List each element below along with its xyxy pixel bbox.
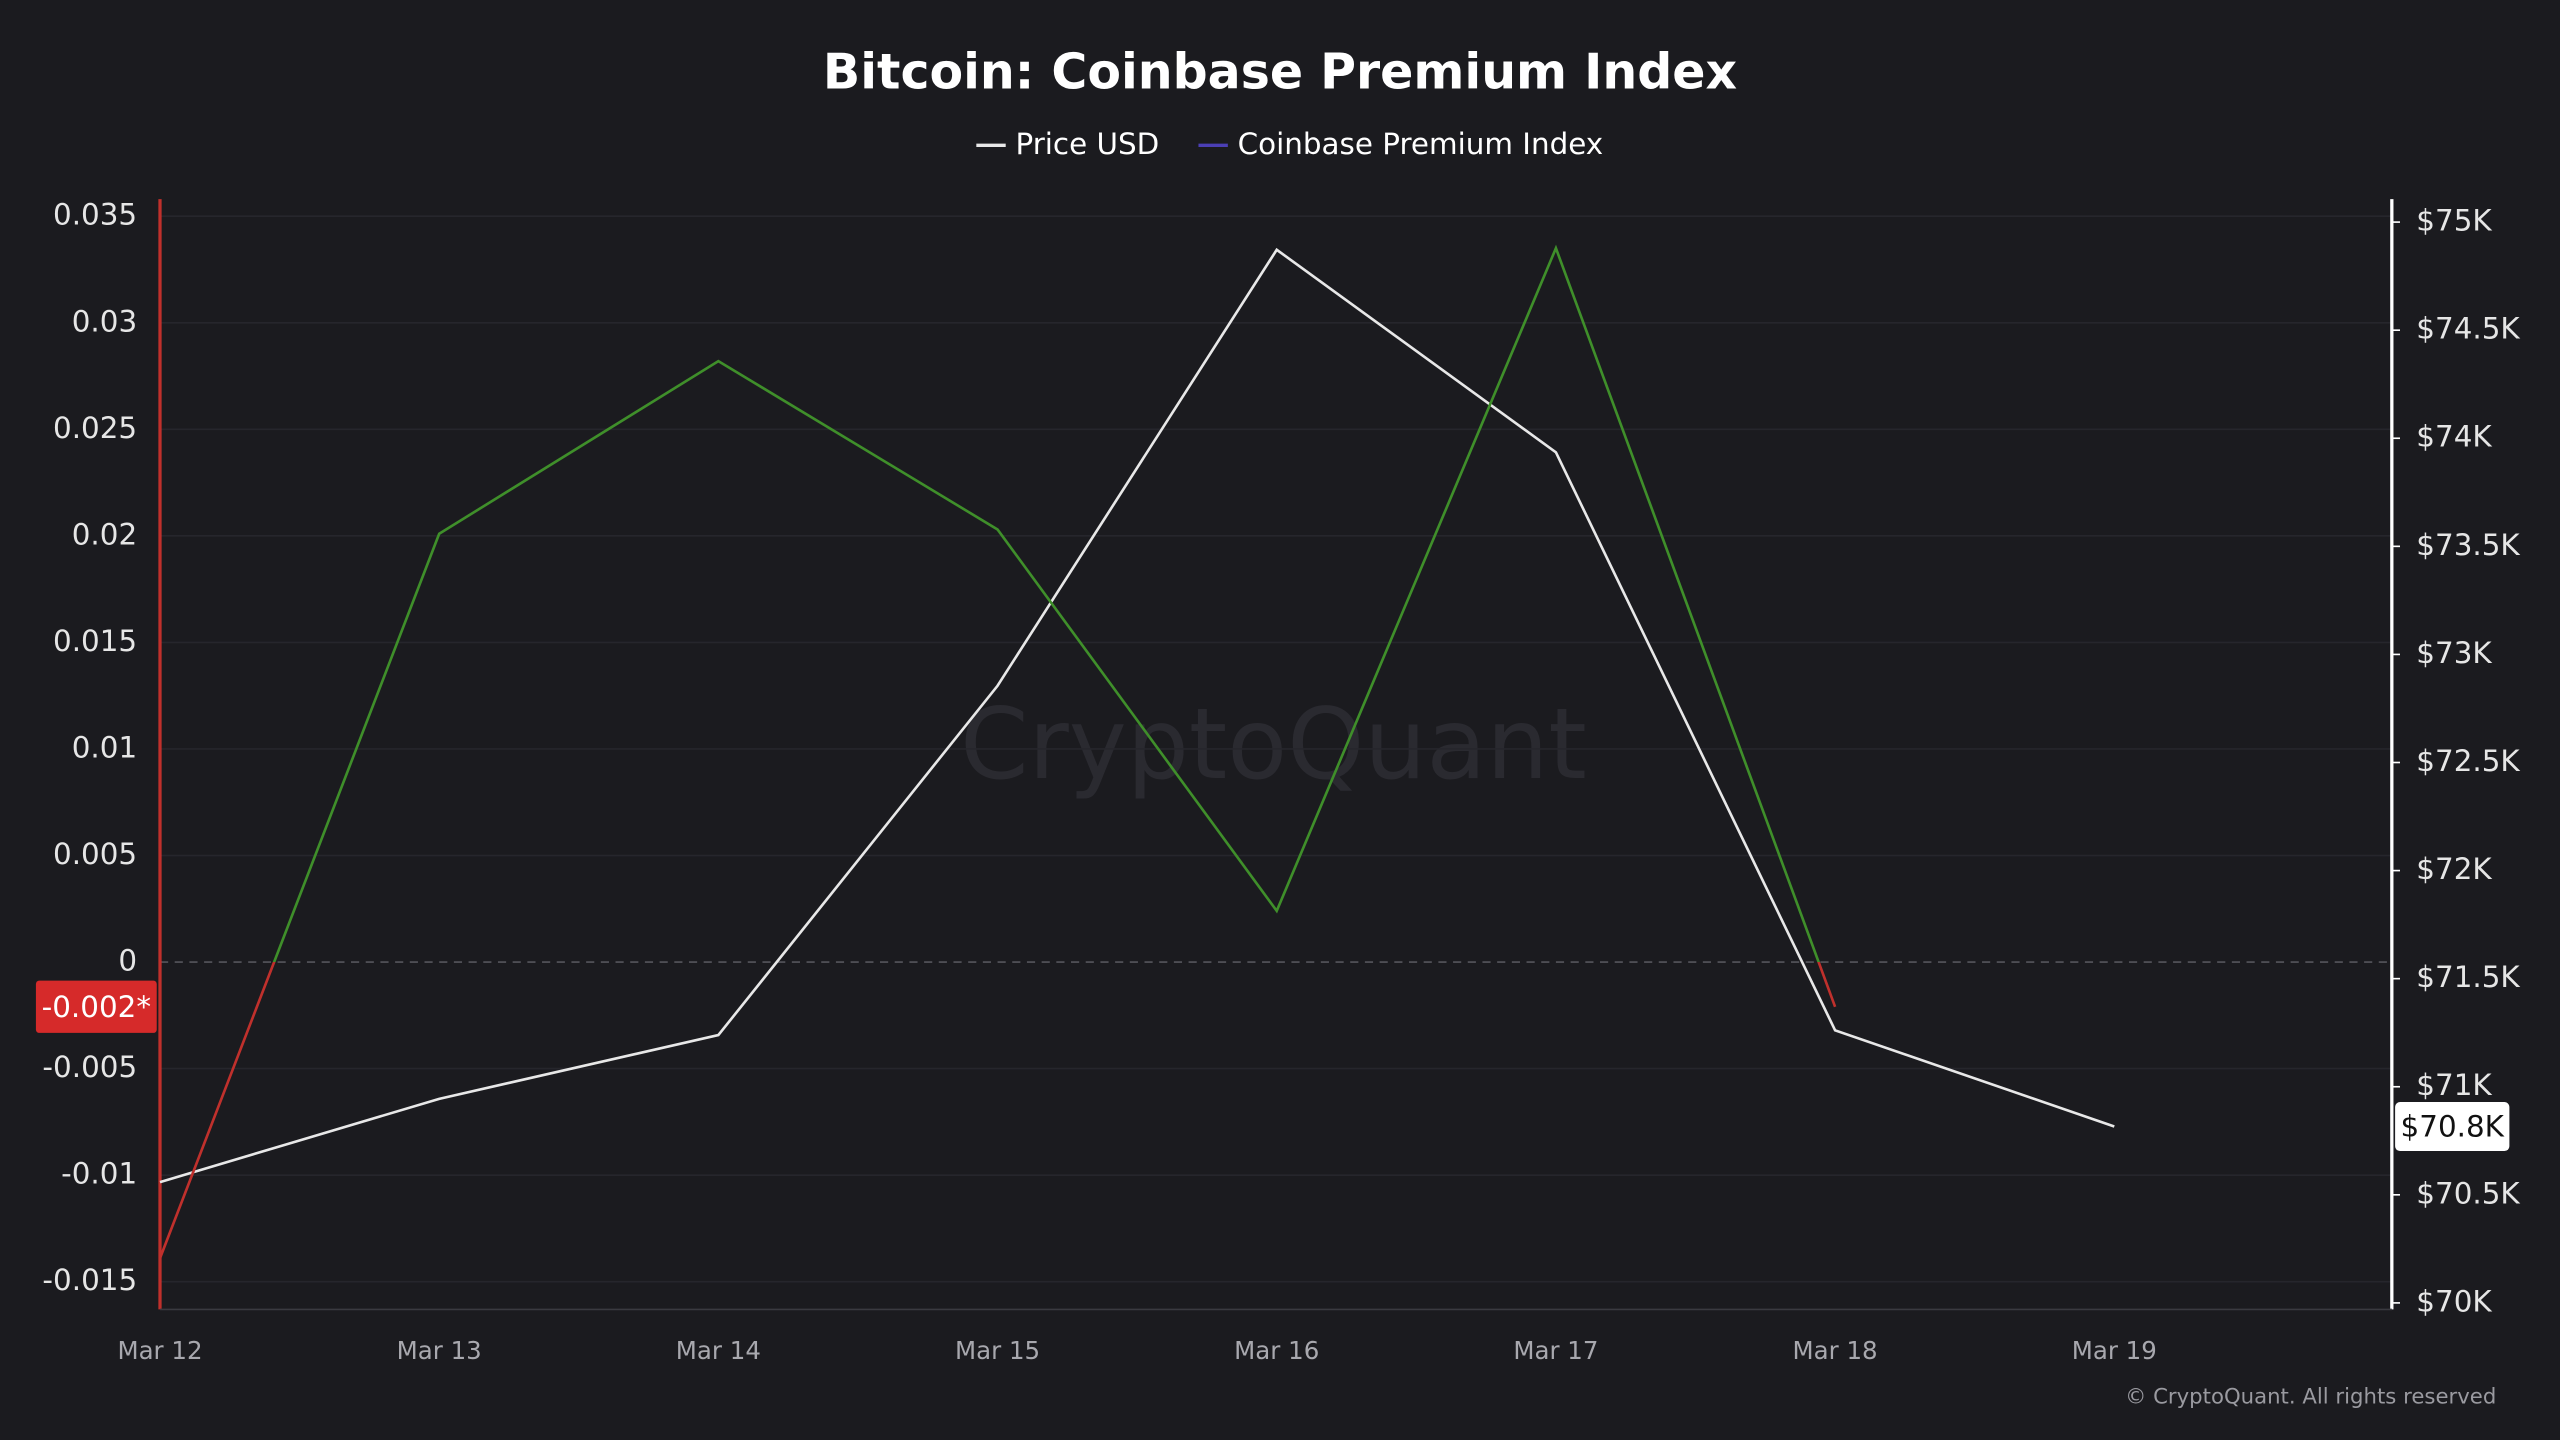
y-tick-label: 0.035 <box>53 198 137 232</box>
x-tick-label: Mar 14 <box>676 1336 761 1365</box>
x-tick-label: Mar 15 <box>955 1336 1040 1365</box>
y-tick-label: 0.01 <box>72 730 137 764</box>
x-tick-label: Mar 12 <box>117 1336 202 1365</box>
series-line <box>159 247 2115 1184</box>
y-tick-label: 0.015 <box>53 624 137 658</box>
y-tick-label: -0.015 <box>42 1263 137 1297</box>
x-tick-label: Mar 19 <box>2072 1336 2157 1365</box>
x-tick-label: Mar 18 <box>1793 1336 1878 1365</box>
y-tick-label: 0.02 <box>72 517 137 551</box>
y-tick-label: -0.005 <box>42 1050 137 1084</box>
y2-tick-label: $72K <box>2416 852 2492 886</box>
value-label: $70.8K <box>2401 1110 2505 1144</box>
value-label-box <box>2395 1102 2510 1152</box>
y-tick-label: 0.03 <box>72 304 137 338</box>
y-tick-label: 0 <box>118 944 137 978</box>
y2-tick-label: $75K <box>2416 204 2492 238</box>
y2-tick-label: $74K <box>2416 420 2492 454</box>
y-tick-label: 0.025 <box>53 411 137 445</box>
y2-tick-label: $70K <box>2416 1284 2492 1318</box>
value-label-box <box>35 980 157 1033</box>
watermark: CryptoQuant <box>960 688 1587 802</box>
y2-tick-label: $71.5K <box>2416 960 2520 994</box>
legend-label: Coinbase Premium Index <box>1238 127 1604 161</box>
y2-tick-label: $73.5K <box>2416 528 2520 562</box>
y2-tick-label: $70.5K <box>2416 1176 2520 1210</box>
x-tick-label: Mar 13 <box>397 1336 482 1365</box>
value-label: -0.002* <box>42 990 151 1024</box>
x-tick-label: Mar 17 <box>1513 1336 1598 1365</box>
y2-tick-label: $72.5K <box>2416 744 2520 778</box>
y-tick-label: 0.005 <box>53 837 137 871</box>
series-line <box>158 244 1837 1259</box>
legend-label: Price USD <box>1016 127 1160 161</box>
y2-tick-label: $73K <box>2416 636 2492 670</box>
y2-tick-label: $74.5K <box>2416 312 2520 346</box>
x-tick-label: Mar 16 <box>1234 1336 1319 1365</box>
y-tick-label: -0.01 <box>61 1157 137 1191</box>
chart-title: Bitcoin: Coinbase Premium Index <box>823 44 1737 101</box>
footer: © CryptoQuant. All rights reserved <box>2125 1385 2496 1410</box>
y2-tick-label: $71K <box>2416 1068 2492 1102</box>
